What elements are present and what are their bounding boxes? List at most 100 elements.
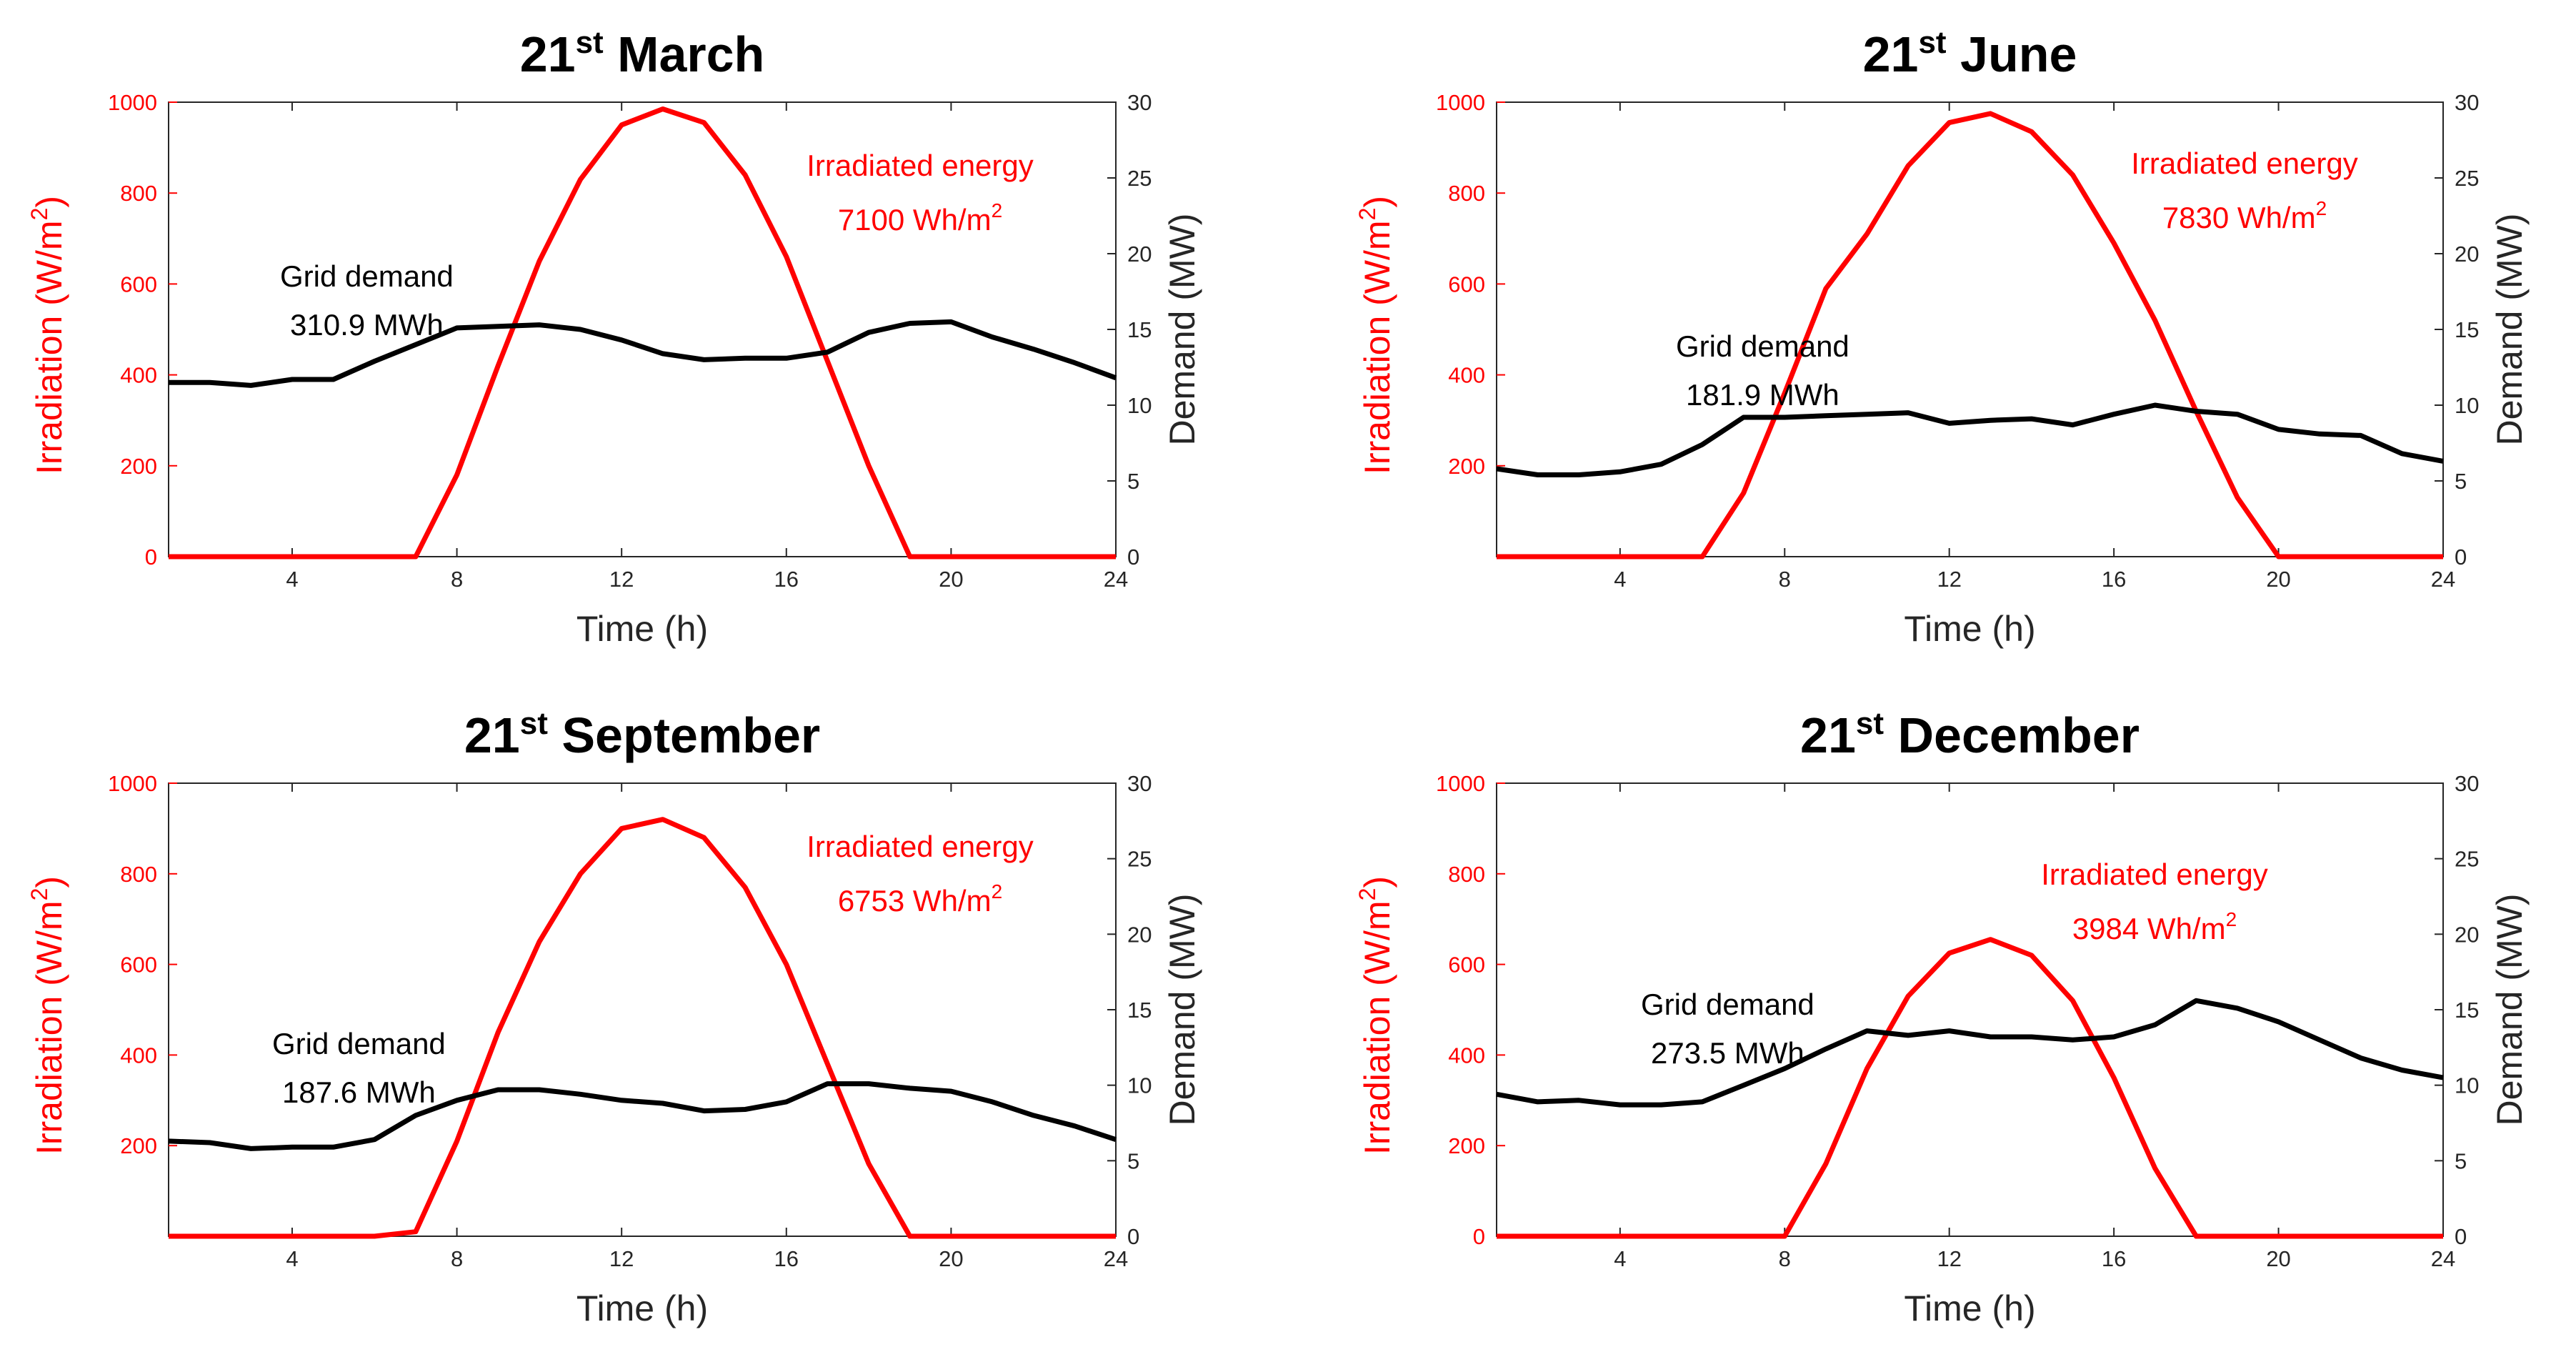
demand-line (1496, 402, 2444, 477)
irradiated-energy-label: Irradiated energy (2131, 146, 2358, 180)
y-right-tick-label: 20 (2455, 922, 2479, 947)
y-right-tick-label: 25 (1127, 166, 1152, 191)
x-tick-label: 4 (1614, 567, 1626, 592)
grid-demand-value: 187.6 MWh (282, 1075, 436, 1109)
irradiated-energy-label: Irradiated energy (807, 149, 1034, 182)
y-right-tick-label: 15 (1127, 998, 1152, 1023)
x-tick-label: 16 (2102, 1246, 2126, 1271)
chart-title: 21st December (1800, 706, 2140, 763)
y-right-tick-label: 20 (1127, 242, 1152, 267)
irradiated-energy-label: Irradiated energy (807, 830, 1034, 863)
y-right-tick-label: 0 (2455, 545, 2467, 570)
y-left-tick-label: 200 (1448, 454, 1485, 479)
y-right-tick-label: 30 (1127, 90, 1152, 115)
y-left-label-superscript: 2 (26, 208, 52, 221)
x-axis-label: Time (h) (576, 609, 708, 649)
y-left-tick-label: 600 (120, 272, 157, 297)
grid-demand-value: 181.9 MWh (1686, 378, 1839, 412)
y-left-tick-label: 800 (1448, 862, 1485, 887)
chart-panel-1: 4 8 12 16 20 24020040060080010000510152025302… (26, 25, 1202, 649)
y-right-tick-label: 0 (1127, 545, 1139, 570)
y-right-tick-label: 20 (1127, 922, 1152, 947)
y-left-tick-label: 0 (145, 545, 157, 570)
y-left-tick-label: 0 (1473, 1224, 1485, 1249)
y-left-axis-label: Irradiation (W/m2) (1354, 876, 1397, 1155)
irradiation-line (169, 106, 1116, 560)
x-tick-label: 4 (286, 1246, 298, 1271)
x-tick-label: 20 (939, 1246, 963, 1271)
irradiated-energy-label: Irradiated energy (2041, 858, 2268, 891)
y-left-tick-label: 600 (1448, 272, 1485, 297)
y-left-tick-label: 200 (1448, 1133, 1485, 1158)
x-tick-label: 20 (2266, 1246, 2290, 1271)
x-axis-label: Time (h) (1904, 609, 2035, 649)
x-tick-label: 12 (609, 567, 634, 592)
y-right-tick-label: 15 (2455, 317, 2479, 342)
x-tick-label: 8 (1779, 567, 1791, 592)
y-right-tick-label: 5 (2455, 1148, 2467, 1173)
y-left-tick-label: 600 (1448, 953, 1485, 978)
demand-line (1496, 998, 2444, 1108)
y-right-tick-label: 0 (1127, 1224, 1139, 1249)
y-left-tick-label: 1000 (1436, 771, 1485, 796)
y-left-tick-label: 800 (120, 181, 157, 206)
grid-demand-label: Grid demand (272, 1027, 446, 1060)
x-tick-label: 20 (2266, 567, 2290, 592)
y-left-axis-label: Irradiation (W/m2) (26, 196, 69, 474)
demand-line (168, 1081, 1117, 1151)
irradiation-line (1497, 111, 2443, 560)
y-left-tick-label: 800 (120, 862, 157, 887)
y-left-tick-label: 1000 (108, 90, 157, 115)
y-right-tick-label: 30 (2455, 771, 2479, 796)
x-tick-label: 8 (451, 1246, 463, 1271)
energy-superscript: 2 (2316, 197, 2327, 219)
y-right-tick-label: 5 (2455, 469, 2467, 494)
y-left-tick-label: 200 (120, 1133, 157, 1158)
energy-superscript: 2 (992, 199, 1003, 222)
y-left-tick-label: 400 (120, 363, 157, 388)
y-right-tick-label: 15 (1127, 317, 1152, 342)
y-right-tick-label: 10 (1127, 393, 1152, 418)
y-left-tick-label: 800 (1448, 181, 1485, 206)
grid-demand-label: Grid demand (1676, 329, 1849, 363)
x-tick-label: 24 (1104, 567, 1128, 592)
x-tick-label: 8 (451, 567, 463, 592)
x-tick-label: 4 (286, 567, 298, 592)
chart-title: 21st March (520, 25, 765, 82)
y-right-tick-label: 30 (2455, 90, 2479, 115)
y-right-tick-label: 25 (2455, 166, 2479, 191)
x-tick-label: 12 (1937, 567, 1961, 592)
y-right-tick-label: 10 (2455, 393, 2479, 418)
demand-line (169, 319, 1117, 388)
irradiation-line (1497, 937, 2443, 1239)
y-left-label-superscript: 2 (26, 888, 52, 901)
y-right-tick-label: 10 (2455, 1073, 2479, 1098)
y-right-tick-label: 5 (1127, 469, 1139, 494)
x-tick-label: 20 (939, 567, 963, 592)
chart-panel-4: 4 8 12 16 20 24020040060080010000510152025302… (1354, 706, 2530, 1328)
irradiation-line (169, 817, 1116, 1239)
x-axis-label: Time (h) (1904, 1288, 2035, 1328)
chart-title: 21st June (1863, 25, 2077, 82)
x-tick-label: 8 (1779, 1246, 1791, 1271)
energy-superscript: 2 (2226, 908, 2237, 930)
y-left-axis-label: Irradiation (W/m2) (1354, 196, 1397, 474)
y-left-tick-label: 400 (1448, 1043, 1485, 1068)
x-tick-label: 16 (2102, 567, 2126, 592)
y-right-tick-label: 10 (1127, 1073, 1152, 1098)
plot-area (1496, 782, 2444, 1237)
y-right-tick-label: 25 (2455, 847, 2479, 872)
y-right-axis-label: Demand (MW) (1162, 893, 1202, 1125)
y-left-tick-label: 400 (120, 1043, 157, 1068)
grid-demand-label: Grid demand (1641, 988, 1814, 1021)
y-left-tick-label: 1000 (108, 771, 157, 796)
grid-demand-value: 273.5 MWh (1651, 1036, 1804, 1070)
x-tick-label: 16 (774, 567, 799, 592)
irradiated-energy-value: 7830 Wh/m2 (2162, 197, 2327, 234)
chart-panel-2: 4 8 12 16 20 24200400600800100005101520253021… (1354, 25, 2530, 649)
y-right-axis-label: Demand (MW) (2490, 893, 2530, 1125)
grid-demand-value: 310.9 MWh (290, 308, 444, 342)
y-left-label-superscript: 2 (1354, 888, 1380, 901)
x-tick-label: 24 (1104, 1246, 1128, 1271)
